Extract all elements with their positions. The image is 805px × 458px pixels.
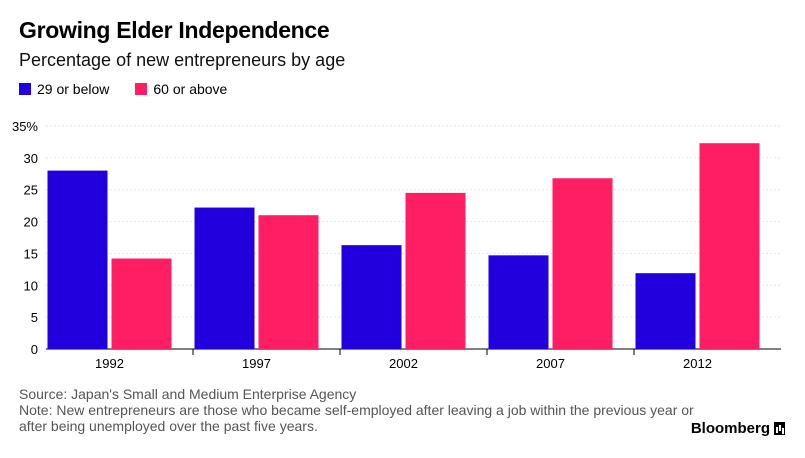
bar-60-or-above-2012 xyxy=(699,143,760,349)
bar-60-or-above-1997 xyxy=(258,215,319,349)
x-tick-label: 1992 xyxy=(95,356,124,371)
bar-29-or-below-1997 xyxy=(194,207,255,349)
y-tick-label: 15 xyxy=(24,246,38,261)
legend-swatch xyxy=(19,83,31,95)
bar-60-or-above-1992 xyxy=(111,258,172,349)
chart-subtitle: Percentage of new entrepreneurs by age xyxy=(19,50,346,70)
bar-29-or-below-2007 xyxy=(488,255,549,349)
x-tick-label: 2007 xyxy=(536,356,565,371)
y-tick-label: 35% xyxy=(12,119,38,134)
legend-item-29-or-below: 29 or below xyxy=(19,81,109,97)
y-tick-label: 5 xyxy=(31,310,38,325)
note-text: Note: New entrepreneurs are those who be… xyxy=(19,402,694,434)
bar-60-or-above-2002 xyxy=(405,192,466,349)
bar-chart: 0 5 10 15 20 25 30 35% 1992 1997 2002 2007 2012 xyxy=(12,119,781,371)
legend-label: 60 or above xyxy=(153,81,228,97)
y-tick-label: 0 xyxy=(31,342,38,357)
bar-60-or-above-2007 xyxy=(552,178,613,349)
bar-29-or-below-2012 xyxy=(635,273,696,349)
bar-29-or-below-1992 xyxy=(47,170,108,349)
bar-29-or-below-2002 xyxy=(341,245,402,349)
chart-footer: Source: Japan's Small and Medium Enterpr… xyxy=(19,386,699,434)
chart-title: Growing Elder Independence xyxy=(19,17,330,43)
legend-swatch xyxy=(135,83,148,95)
y-tick-label: 20 xyxy=(24,215,38,230)
y-tick-label: 25 xyxy=(24,183,38,198)
bloomberg-logo: Bloomberg xyxy=(691,420,785,437)
y-tick-label: 30 xyxy=(24,151,38,166)
bloomberg-logo-icon xyxy=(774,422,785,435)
legend-label: 29 or below xyxy=(37,81,110,97)
y-tick-label: 10 xyxy=(24,278,38,293)
brand-name: Bloomberg xyxy=(690,420,770,437)
x-tick-label: 2002 xyxy=(389,356,418,371)
legend-item-60-or-above: 60 or above xyxy=(135,81,227,97)
x-tick-label: 1997 xyxy=(242,356,271,371)
source-text: Source: Japan's Small and Medium Enterpr… xyxy=(19,386,357,402)
x-tick-label: 2012 xyxy=(683,356,712,371)
chart-legend: 29 or below 60 or above xyxy=(19,81,253,97)
